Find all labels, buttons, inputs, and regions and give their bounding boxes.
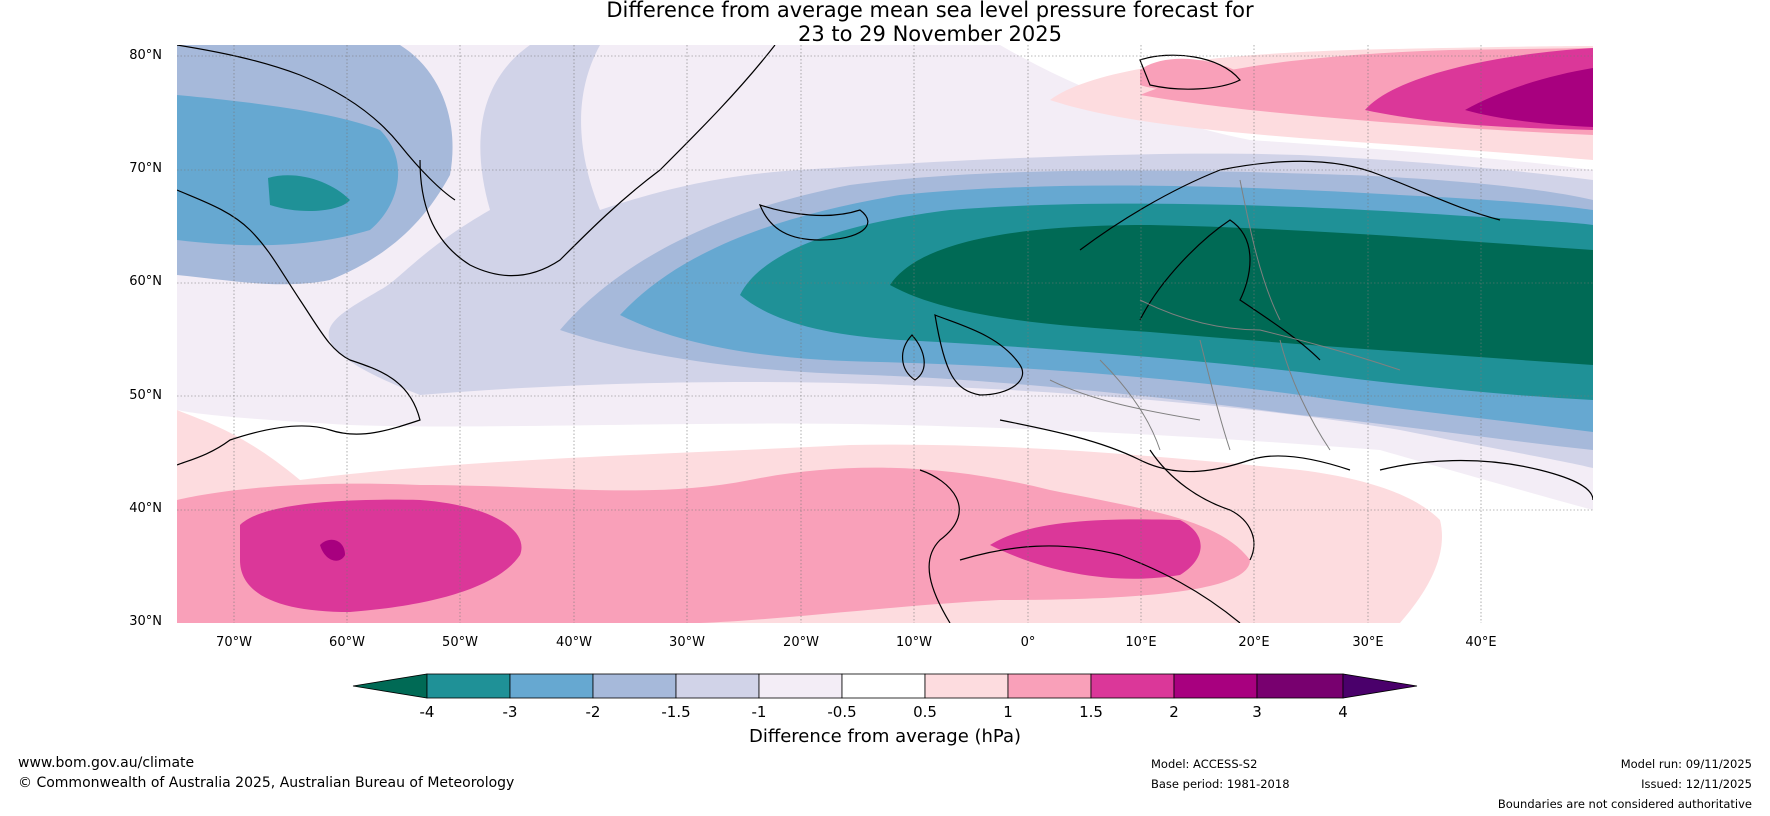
lat-label-80n: 80°N xyxy=(129,48,162,63)
colorbar-bin-9 xyxy=(1090,673,1175,699)
lon-label-30w: 30°W xyxy=(669,635,705,650)
model-run-text: Model run: 09/11/2025 xyxy=(1620,757,1752,771)
title-line-1: Difference from average mean sea level p… xyxy=(606,0,1254,22)
colorbar-bin-4 xyxy=(675,673,760,699)
colorbar-tick-label: 1.5 xyxy=(1079,703,1103,721)
lon-label-10e: 10°E xyxy=(1125,635,1157,650)
colorbar-bin-1 xyxy=(426,673,511,699)
colorbar-tick-label: 4 xyxy=(1338,703,1348,721)
colorbar-bin-7 xyxy=(924,673,1009,699)
lon-label-30e: 30°E xyxy=(1352,635,1384,650)
lat-label-30n: 30°N xyxy=(129,614,162,629)
lon-label-10w: 10°W xyxy=(896,635,932,650)
lon-label-40e: 40°E xyxy=(1465,635,1497,650)
colorbar-tick-label: -3 xyxy=(502,703,518,721)
colorbar-bin-2 xyxy=(509,673,594,699)
colorbar-bin-11 xyxy=(1256,673,1344,699)
colorbar-tick-label: 2 xyxy=(1169,703,1179,721)
copyright-text: © Commonwealth of Australia 2025, Austra… xyxy=(18,775,515,791)
colorbar-tick-label: -1.5 xyxy=(661,703,691,721)
colorbar-bin-5 xyxy=(758,673,843,699)
colorbar-bin-3 xyxy=(592,673,677,699)
colorbar-tick-label: 1 xyxy=(1003,703,1013,721)
map-title: Difference from average mean sea level p… xyxy=(0,0,1770,46)
lon-label-40w: 40°W xyxy=(556,635,592,650)
colorbar xyxy=(352,673,1418,699)
anomaly-band-plus1.5-s xyxy=(240,499,1201,612)
colorbar-title: Difference from average (hPa) xyxy=(748,726,1022,747)
lat-label-70n: 70°N xyxy=(129,161,162,176)
colorbar-bin-10 xyxy=(1173,673,1258,699)
colorbar-extend-min xyxy=(352,673,428,699)
graticule xyxy=(177,45,1593,623)
lon-label-60w: 60°W xyxy=(329,635,365,650)
colorbar-extend-max xyxy=(1342,673,1418,699)
colorbar-bin-6 xyxy=(841,673,926,699)
colorbar-tick-label: 3 xyxy=(1252,703,1262,721)
anomaly-band-plus2-s xyxy=(320,539,345,561)
anomaly-band-minus4 xyxy=(890,225,1593,365)
lon-label-0: 0° xyxy=(1020,635,1036,650)
title-line-2: 23 to 29 November 2025 xyxy=(798,22,1062,46)
lon-label-50w: 50°W xyxy=(442,635,478,650)
lon-label-20w: 20°W xyxy=(783,635,819,650)
lat-label-40n: 40°N xyxy=(129,501,162,516)
website-link[interactable]: www.bom.gov.au/climate xyxy=(18,755,195,771)
colorbar-tick-label: -4 xyxy=(419,703,435,721)
colorbar-tick-label: 0.5 xyxy=(913,703,937,721)
colorbar-tick-label: -1 xyxy=(751,703,767,721)
base-period-text: Base period: 1981-2018 xyxy=(1151,777,1290,791)
issued-text: Issued: 12/11/2025 xyxy=(1641,777,1752,791)
lat-label-50n: 50°N xyxy=(129,388,162,403)
colorbar-tick-label: -2 xyxy=(585,703,601,721)
anomaly-band-plus2-ne xyxy=(1465,68,1593,127)
country-borders xyxy=(1049,179,1401,451)
colorbar-bin-8 xyxy=(1007,673,1092,699)
lon-label-20e: 20°E xyxy=(1238,635,1270,650)
lon-label-70w: 70°W xyxy=(216,635,252,650)
coastlines xyxy=(177,45,1593,623)
lat-label-60n: 60°N xyxy=(129,274,162,289)
colorbar-tick-label: -0.5 xyxy=(827,703,857,721)
disclaimer-text: Boundaries are not considered authoritat… xyxy=(1497,797,1752,811)
model-text: Model: ACCESS-S2 xyxy=(1151,757,1258,771)
